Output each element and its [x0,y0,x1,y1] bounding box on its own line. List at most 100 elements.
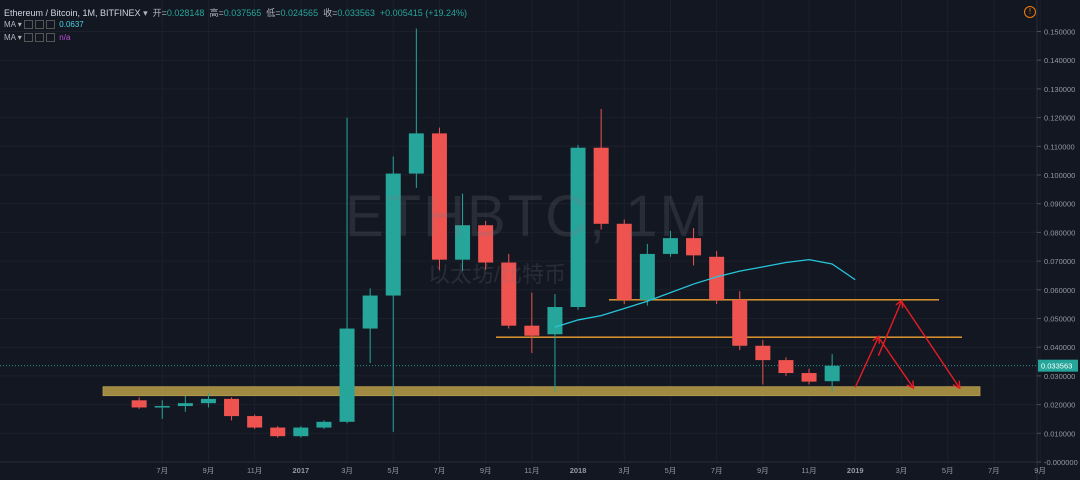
candle-body [732,299,748,346]
y-tick-label: 0.100000 [1044,171,1075,180]
x-tick-label: 3月 [618,466,630,475]
change-value: +0.005415 (+19.24%) [379,8,467,18]
candle-body [778,360,794,374]
candle [200,393,216,408]
candle-body [662,238,678,254]
candle [131,397,147,409]
candle-body [316,421,332,428]
candle-body [686,238,702,256]
candle-body [362,295,378,329]
moving-average-line [554,259,856,328]
candlestick-series [131,28,840,438]
candle-body [270,427,286,437]
candle-body [524,325,540,336]
y-tick-label: 0.050000 [1044,315,1075,324]
low-label: 低= [266,8,281,18]
indicator-ma-1[interactable]: MA ▾ 0.0637 [4,20,84,30]
settings-icon[interactable] [35,33,45,43]
time-axis[interactable]: 7月 9月 11月 2017 3月 5月 7月 9月 11月 2018 3月 5月 7月 9月 11月 201… [0,461,1046,475]
y-tick-label: 0.130000 [1044,85,1075,94]
y-tick-label: 0.020000 [1044,401,1075,410]
candle-body [247,416,263,428]
indicator-label: MA [4,33,16,42]
chevron-down-icon[interactable]: ▾ [17,20,22,29]
last-price-box [1038,359,1078,372]
projection-arrow [900,300,959,387]
candle-body [293,427,309,437]
candle-body [709,256,725,300]
price-axis[interactable]: -0.000000 0.010000 0.020000 0.030000 0.04000… [1036,0,1078,480]
candle [709,251,725,305]
y-tick-label: 0.030000 [1044,372,1075,381]
indicator-value: n/a [59,33,71,42]
candle [662,230,678,257]
candle-body [200,398,216,404]
x-tick-label: 11月 [801,466,816,475]
x-tick-label: 5月 [665,466,677,475]
candle-body [177,403,193,407]
candle [755,340,771,385]
x-tick-label: 9月 [757,466,769,475]
y-tick-label: 0.090000 [1044,200,1075,209]
grid-lines [0,0,1040,462]
y-tick-label: 0.080000 [1044,228,1075,237]
candle [247,414,263,429]
candle [455,193,471,272]
candle [362,288,378,363]
low-value: 0.024565 [280,8,319,18]
ma-polyline [554,259,856,328]
close-icon[interactable] [46,20,56,30]
candle [154,400,170,419]
y-tick-label: 0.110000 [1044,142,1075,151]
x-tick-label: 7月 [156,466,168,475]
projection-arrows [854,300,959,387]
watermark-symbol: ETHBTC, 1M [345,184,710,249]
eye-icon[interactable] [24,20,34,30]
eye-icon[interactable] [24,33,34,43]
y-tick-label: 0.070000 [1044,257,1075,266]
projection-arrow [877,336,913,387]
candle-body [501,262,517,326]
x-tick-label: 2018 [570,466,587,475]
candle [639,243,655,306]
candle [478,220,494,270]
indicator-value: 0.0637 [59,20,84,29]
y-tick-label: 0.140000 [1044,56,1075,65]
x-tick-label: 5月 [942,466,954,475]
candle-body [755,345,771,361]
chevron-down-icon[interactable]: ▾ [143,8,148,18]
open-label: 开= [152,8,167,18]
candle [224,397,240,421]
candle-body [385,173,401,296]
x-tick-label: 3月 [896,466,908,475]
warning-icon[interactable]: ! [1024,6,1036,18]
high-label: 高= [209,8,224,18]
candle-body [455,225,471,260]
candle [593,108,609,230]
candle-body [547,307,563,335]
candle-body [339,328,355,422]
y-tick-label: 0.060000 [1044,286,1075,295]
settings-icon[interactable] [35,20,45,30]
open-value: 0.028148 [166,8,205,18]
candle [801,368,817,385]
candle [778,357,794,376]
candle-body [131,400,147,408]
x-tick-label: 2019 [847,466,864,475]
x-tick-label: 7月 [434,466,446,475]
support-resistance-lines [0,299,1037,397]
candle [824,354,840,392]
candle-body [478,225,494,263]
indicator-ma-2[interactable]: MA ▾ n/a [4,33,71,43]
candle [385,156,401,432]
chart-header: Ethereum / Bitcoin, 1M, BITFINEX ▾ 开=0.0… [4,6,467,19]
symbol-title[interactable]: Ethereum / Bitcoin, 1M, BITFINEX [4,8,141,18]
candle [293,426,309,438]
candle-body [593,147,609,224]
candle [570,144,586,310]
chevron-down-icon[interactable]: ▾ [17,33,22,42]
candle-body [616,223,632,300]
candle-body [224,398,240,417]
close-icon[interactable] [46,33,56,43]
